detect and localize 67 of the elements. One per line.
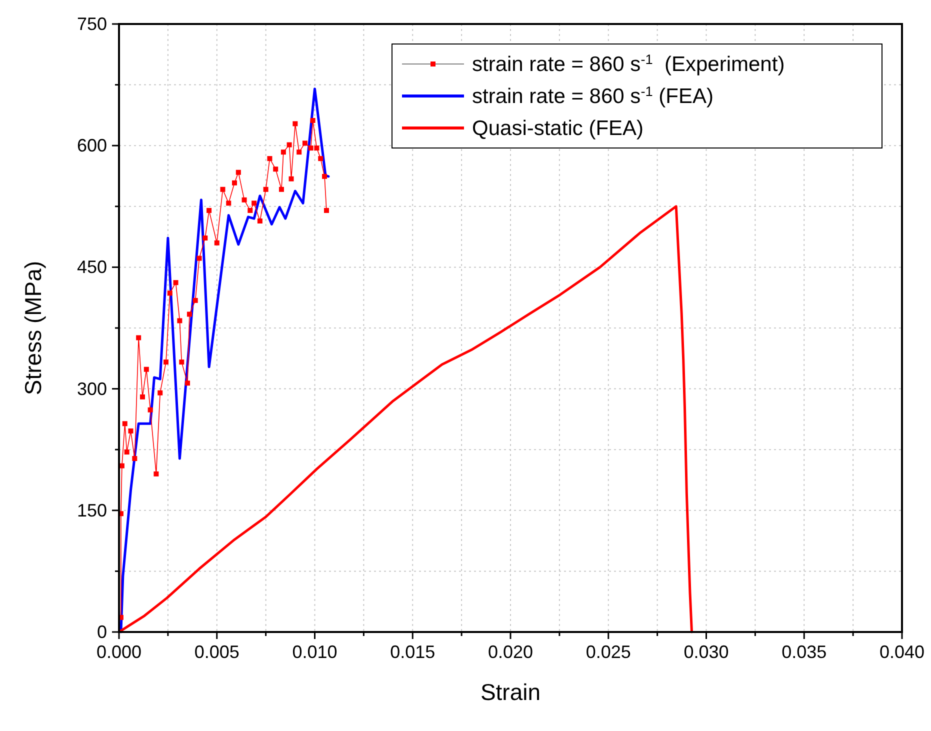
point xyxy=(122,421,128,426)
y-tick-label: 150 xyxy=(76,500,107,520)
point xyxy=(154,471,159,476)
point xyxy=(177,318,182,324)
y-tick-label: 750 xyxy=(76,14,107,34)
legend-label: Quasi-static (FEA) xyxy=(472,117,644,140)
point xyxy=(310,118,316,123)
point xyxy=(267,156,272,162)
y-tick-label: 450 xyxy=(76,257,107,278)
point xyxy=(163,360,168,365)
point xyxy=(292,121,298,126)
point xyxy=(214,240,220,246)
point xyxy=(318,156,324,162)
y-tick-label: 600 xyxy=(76,136,107,156)
x-tick-label: 0.040 xyxy=(879,642,925,662)
point xyxy=(144,366,149,372)
point xyxy=(206,208,212,213)
point xyxy=(252,200,257,206)
point xyxy=(179,360,184,365)
point xyxy=(148,407,153,412)
point xyxy=(278,186,284,192)
point xyxy=(226,200,232,206)
x-tick-label: 0.030 xyxy=(684,642,729,662)
point xyxy=(186,312,192,317)
point xyxy=(220,186,226,192)
point xyxy=(296,150,302,155)
point xyxy=(280,150,286,155)
x-tick-label: 0.010 xyxy=(292,642,338,662)
point xyxy=(167,290,172,296)
point xyxy=(273,166,278,172)
y-axis-title: Stress (MPa) xyxy=(20,260,46,396)
point xyxy=(196,256,202,261)
point xyxy=(185,380,190,386)
x-tick-label: 0.000 xyxy=(96,642,142,662)
point xyxy=(257,218,262,224)
point xyxy=(140,394,145,400)
point xyxy=(136,335,142,340)
point xyxy=(248,208,253,213)
x-tick-label: 0.035 xyxy=(782,642,827,662)
point xyxy=(288,176,294,182)
y-tick-label: 0 xyxy=(96,622,107,642)
point xyxy=(314,146,320,151)
point xyxy=(128,428,134,434)
x-tick-label: 0.025 xyxy=(586,642,631,662)
point xyxy=(286,142,292,148)
point xyxy=(263,186,268,192)
line-series xyxy=(118,205,694,634)
y-tick-label: 300 xyxy=(76,378,107,399)
x-tick-label: 0.015 xyxy=(390,642,436,662)
point xyxy=(236,170,241,175)
point xyxy=(302,140,308,146)
point xyxy=(158,390,163,396)
point xyxy=(232,180,237,186)
legend-label: strain rate = 860 s$^{-1}$ (Experiment) xyxy=(472,52,785,76)
point xyxy=(124,450,130,455)
point xyxy=(202,236,208,241)
point xyxy=(173,280,178,286)
point xyxy=(242,197,247,202)
point xyxy=(192,298,198,303)
x-axis-title: Strain xyxy=(480,679,541,705)
x-tick-label: 0.020 xyxy=(488,642,534,662)
point xyxy=(322,174,328,179)
point xyxy=(308,146,314,151)
legend-label: strain rate = 860 s$^{-1}$ (FEA) xyxy=(472,84,714,108)
x-tick-label: 0.005 xyxy=(194,642,240,662)
point xyxy=(132,456,138,462)
point xyxy=(324,208,329,213)
